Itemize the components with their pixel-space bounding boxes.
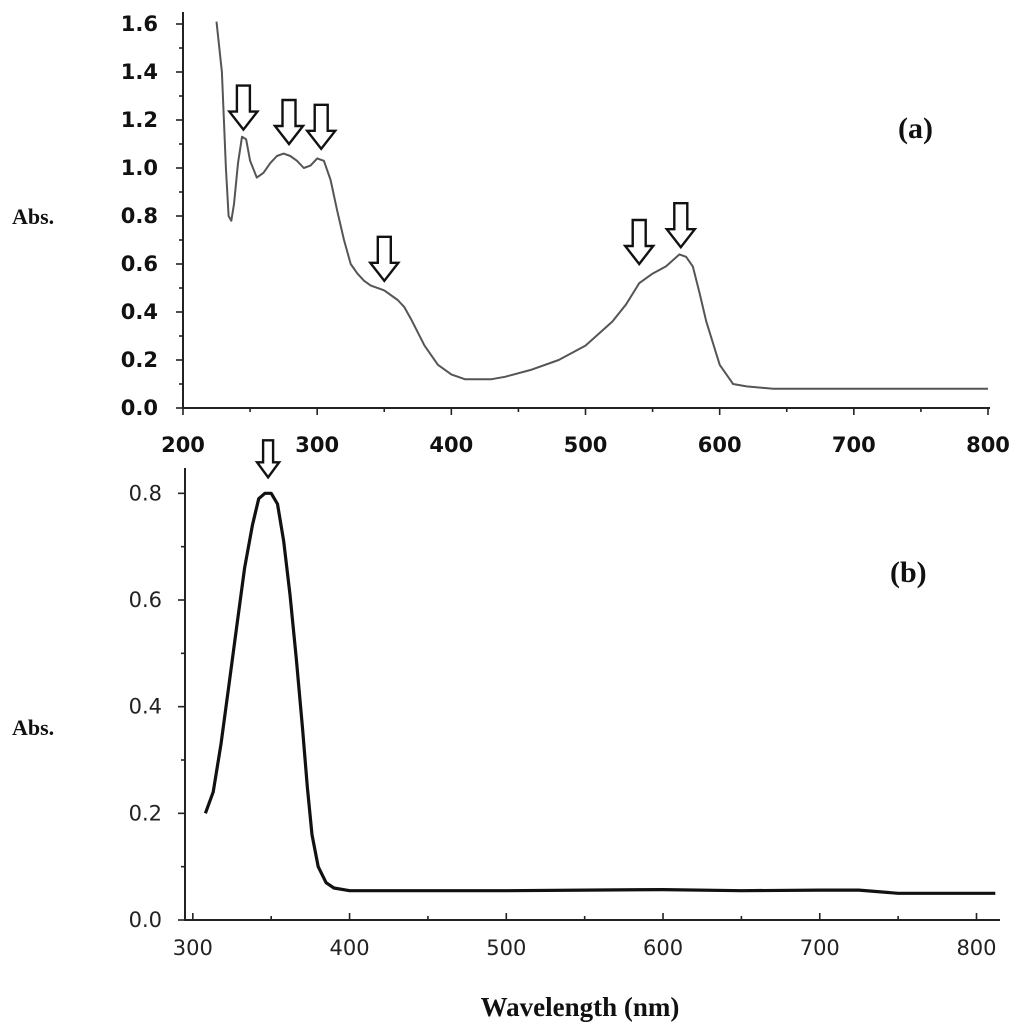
panel-b-peak-arrows <box>254 439 282 480</box>
panel-b-label: (b) <box>890 556 927 589</box>
peak-arrow <box>254 439 282 480</box>
peak-arrow <box>304 103 338 151</box>
peak-arrow <box>622 218 656 266</box>
panel-b-ticks: 300 400 500 600 700 800 0.0 0.2 0.4 0.6 0.8 <box>129 481 997 960</box>
x-tick-label: 200 <box>161 433 205 457</box>
x-tick-label: 600 <box>643 936 683 960</box>
peak-arrow <box>226 84 260 132</box>
peak-arrow <box>367 235 401 283</box>
y-tick-label: 0.2 <box>129 801 162 825</box>
x-tick-label: 700 <box>800 936 840 960</box>
y-tick-label: 0.4 <box>121 300 158 324</box>
x-tick-label: 800 <box>966 433 1010 457</box>
y-tick-label: 0.8 <box>129 481 162 505</box>
y-tick-label: 1.2 <box>121 108 158 132</box>
panel-b-chart: 300 400 500 600 700 800 0.0 0.2 0.4 0.6 0.8 Abs. (… <box>12 439 1000 1022</box>
panel-b-x-axis-label: Wavelength (nm) <box>481 992 680 1022</box>
peak-arrow <box>272 98 306 146</box>
x-tick-label: 300 <box>173 936 213 960</box>
x-tick-label: 700 <box>832 433 876 457</box>
peak-arrow <box>664 201 698 250</box>
x-tick-label: 800 <box>956 936 996 960</box>
x-tick-label: 300 <box>295 433 339 457</box>
panel-b-absorbance-curve <box>203 491 996 895</box>
y-tick-label: 0.4 <box>129 695 162 719</box>
panel-a-peak-arrows <box>226 84 698 283</box>
x-tick-label: 600 <box>698 433 742 457</box>
y-tick-label: 1.0 <box>121 156 158 180</box>
x-tick-label: 500 <box>486 936 526 960</box>
y-tick-label: 0.2 <box>121 348 158 372</box>
y-tick-label: 1.4 <box>121 60 158 84</box>
y-tick-label: 0.6 <box>121 252 158 276</box>
panel-a-ticks: 200 300 400 500 600 700 800 0.0 0.2 0.4 0.6 0.8 1.0 1… <box>121 12 1010 457</box>
panel-b-axes <box>184 468 1000 921</box>
y-tick-label: 0.6 <box>129 588 162 612</box>
panel-a-label: (a) <box>898 112 933 145</box>
y-tick-label: 0.0 <box>121 396 158 420</box>
x-tick-label: 500 <box>564 433 608 457</box>
y-tick-label: 0.0 <box>129 908 162 932</box>
y-tick-label: 1.6 <box>121 12 158 36</box>
panel-b-y-axis-label: Abs. <box>12 715 54 740</box>
x-tick-label: 400 <box>429 433 473 457</box>
panel-a-axes <box>182 12 990 409</box>
x-tick-label: 400 <box>330 936 370 960</box>
y-tick-label: 0.8 <box>121 204 158 228</box>
panel-a-y-axis-label: Abs. <box>12 204 54 229</box>
panel-a-absorbance-curve <box>215 21 988 390</box>
panel-a-chart: 200 300 400 500 600 700 800 0.0 0.2 0.4 0.6 0.8 1.0 1… <box>12 12 1010 457</box>
